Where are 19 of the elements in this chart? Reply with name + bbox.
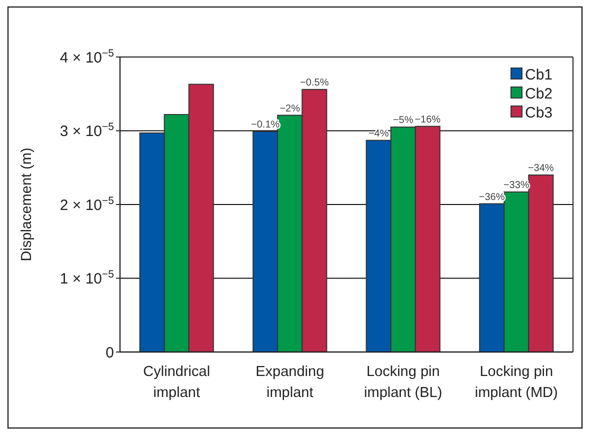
annotation: −16% bbox=[414, 114, 441, 126]
x-tick-label: Locking pin implant (MD) bbox=[474, 364, 558, 401]
legend-label: Cb3 bbox=[525, 104, 553, 122]
y-axis-title: Displacement (m) bbox=[19, 148, 35, 262]
annotation: −4% bbox=[368, 128, 389, 140]
y-tick-label: 2 × 10$^{−5}$ bbox=[60, 194, 114, 214]
annotation: −0.5% bbox=[300, 77, 329, 88]
x-tick-label: Cylindrical implant bbox=[143, 364, 210, 401]
annotation: −2% bbox=[280, 103, 300, 114]
y-tick-label: 3 × 10$^{−5}$ bbox=[60, 121, 114, 140]
annotation: −5% bbox=[392, 115, 414, 126]
y-tick-label: 4 × 10$^{−5}$ bbox=[60, 47, 114, 66]
x-tick-label: Locking pin implant (BL) bbox=[364, 364, 442, 401]
y-tick-label: 0 bbox=[106, 344, 114, 362]
legend-label: Cb2 bbox=[525, 86, 553, 103]
y-tick-label: 1 × 10$^{−5}$ bbox=[60, 268, 114, 288]
annotation: −34% bbox=[528, 163, 554, 174]
legend-label: Cb1 bbox=[525, 66, 553, 84]
x-tick-label: Expanding implant bbox=[256, 364, 324, 401]
